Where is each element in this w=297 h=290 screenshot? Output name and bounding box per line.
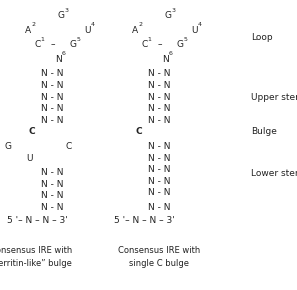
Text: 5: 5 [76,37,80,42]
Text: N - N: N - N [148,104,170,113]
Text: Bulge: Bulge [251,127,277,137]
Text: N - N: N - N [41,180,63,189]
Text: N - N: N - N [148,116,170,125]
Text: U: U [85,26,91,35]
Text: N - N: N - N [148,188,170,197]
Text: –: – [50,40,55,50]
Text: 6: 6 [168,51,172,56]
Text: 5 '– N – N – 3': 5 '– N – N – 3' [7,216,68,225]
Text: 3: 3 [64,8,68,13]
Text: 2: 2 [32,22,36,27]
Text: N: N [55,55,62,64]
Text: 5 '– N – N – 3': 5 '– N – N – 3' [114,216,175,225]
Text: –: – [157,40,162,50]
Text: N: N [162,55,169,64]
Text: A: A [25,26,31,35]
Text: C: C [65,142,72,151]
Text: N - N: N - N [148,93,170,102]
Text: N - N: N - N [41,168,63,177]
Text: N - N: N - N [148,177,170,186]
Text: G: G [58,11,65,21]
Text: Consensus IRE with: Consensus IRE with [0,246,72,255]
Text: N - N: N - N [41,203,63,212]
Text: N - N: N - N [148,142,170,151]
Text: N - N: N - N [41,81,63,90]
Text: N - N: N - N [41,104,63,113]
Text: 4: 4 [198,22,202,27]
Text: C: C [29,127,35,137]
Text: 5: 5 [183,37,187,42]
Text: N - N: N - N [148,165,170,174]
Text: C: C [136,127,142,137]
Text: G: G [70,40,77,50]
Text: N - N: N - N [41,93,63,102]
Text: 4: 4 [91,22,95,27]
Text: N - N: N - N [148,203,170,212]
Text: Loop: Loop [251,33,273,42]
Text: N - N: N - N [41,116,63,125]
Text: N - N: N - N [148,69,170,79]
Text: G: G [177,40,184,50]
Text: U: U [192,26,198,35]
Text: Lower stem: Lower stem [251,169,297,179]
Text: N - N: N - N [41,191,63,200]
Text: 1: 1 [148,37,151,42]
Text: “ferritin-like” bulge: “ferritin-like” bulge [0,259,72,269]
Text: 2: 2 [139,22,143,27]
Text: Consensus IRE with: Consensus IRE with [118,246,200,255]
Text: Upper stem: Upper stem [251,93,297,102]
Text: 3: 3 [171,8,175,13]
Text: C: C [34,40,40,50]
Text: single C bulge: single C bulge [129,259,189,269]
Text: A: A [132,26,138,35]
Text: U: U [26,153,32,163]
Text: N - N: N - N [148,81,170,90]
Text: C: C [141,40,147,50]
Text: N - N: N - N [41,69,63,79]
Text: G: G [5,142,12,151]
Text: 1: 1 [41,37,45,42]
Text: N - N: N - N [148,153,170,163]
Text: G: G [165,11,172,21]
Text: 6: 6 [61,51,65,56]
